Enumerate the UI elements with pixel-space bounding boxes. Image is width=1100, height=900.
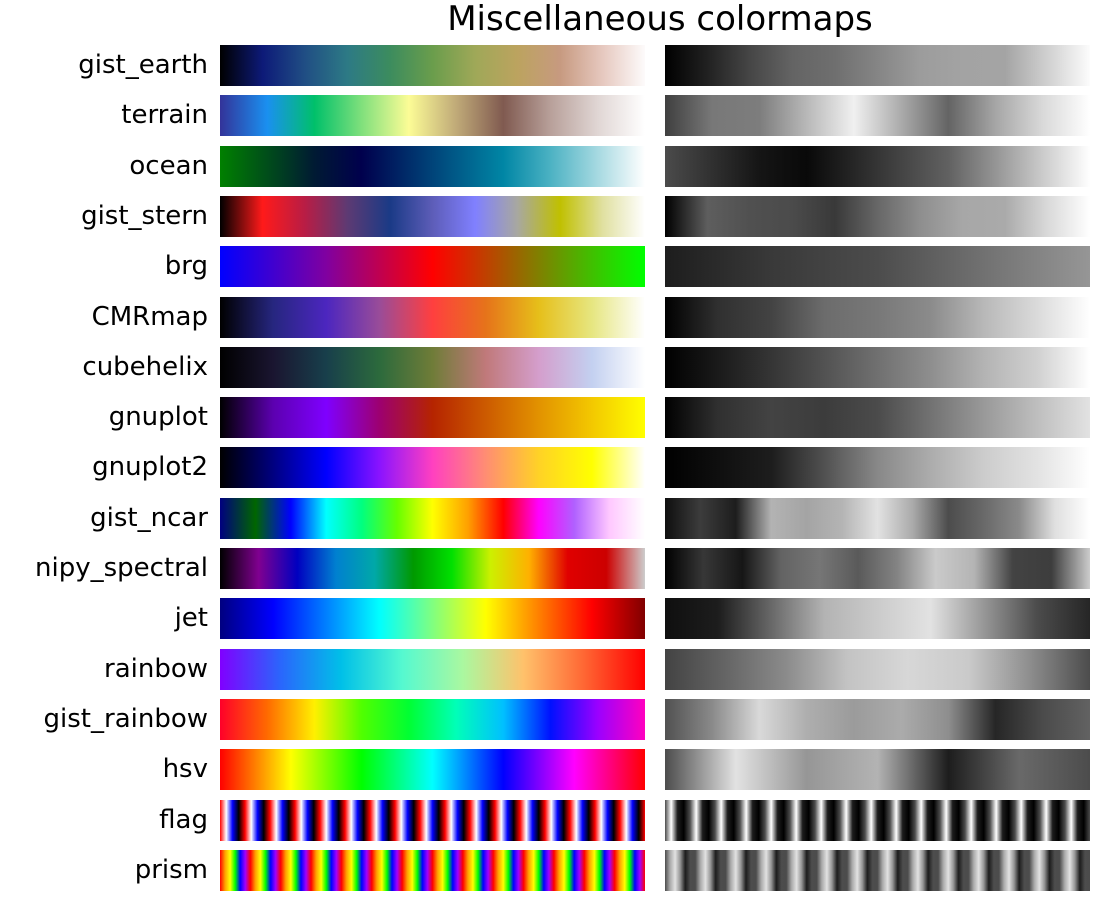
colormap-color-bar [220, 195, 645, 237]
colormap-color-bar [220, 497, 645, 539]
colormap-label: ocean [129, 150, 208, 181]
colormap-label: gist_earth [78, 50, 208, 80]
colormap-row: prism [0, 849, 1100, 891]
colormap-grayscale-bar [665, 45, 1090, 86]
colormap-row: gist_earth [0, 45, 1100, 86]
colormap-grayscale-bar [665, 346, 1090, 388]
colormap-color-bar [220, 95, 645, 137]
colormap-grayscale-bar [665, 95, 1090, 137]
colormap-row: flag [0, 799, 1100, 841]
colormap-row: hsv [0, 749, 1100, 791]
colormap-color-bar [220, 598, 645, 640]
colormap-row: terrain [0, 95, 1100, 137]
colormap-row: ocean [0, 145, 1100, 187]
colormap-grayscale-bar [665, 548, 1090, 589]
colormap-label: gnuplot2 [92, 452, 208, 483]
colormap-label: rainbow [104, 653, 208, 684]
colormap-row: rainbow [0, 648, 1100, 690]
colormap-label: terrain [121, 100, 208, 131]
colormap-grayscale-bar [665, 598, 1090, 640]
colormap-row: gist_rainbow [0, 698, 1100, 740]
colormap-label: gist_ncar [90, 502, 208, 533]
colormap-grayscale-bar [665, 397, 1090, 439]
colormap-row: CMRmap [0, 296, 1100, 338]
colormap-row: nipy_spectral [0, 548, 1100, 589]
colormap-label: gist_stern [81, 200, 208, 231]
colormap-color-bar [220, 447, 645, 489]
colormap-label: gist_rainbow [43, 703, 208, 734]
colormap-label: flag [159, 804, 208, 835]
colormap-grayscale-bar [665, 145, 1090, 187]
colormap-row: gnuplot2 [0, 447, 1100, 489]
colormap-grayscale-bar [665, 497, 1090, 539]
colormap-label: brg [164, 251, 208, 282]
colormap-row: gist_ncar [0, 497, 1100, 539]
colormap-color-bar [220, 849, 645, 891]
colormap-row: cubehelix [0, 346, 1100, 388]
colormap-color-bar [220, 246, 645, 288]
colormap-grayscale-bar [665, 296, 1090, 338]
colormap-row: brg [0, 246, 1100, 288]
colormap-label: hsv [162, 754, 208, 785]
colormap-label: prism [134, 854, 208, 885]
colormap-color-bar [220, 346, 645, 388]
colormap-color-bar [220, 548, 645, 589]
colormap-grayscale-bar [665, 195, 1090, 237]
colormap-color-bar [220, 45, 645, 86]
colormap-row: jet [0, 598, 1100, 640]
colormap-color-bar [220, 648, 645, 690]
colormap-grayscale-bar [665, 799, 1090, 841]
colormap-row: gist_stern [0, 195, 1100, 237]
colormap-color-bar [220, 799, 645, 841]
colormap-grayscale-bar [665, 698, 1090, 740]
colormap-grayscale-bar [665, 749, 1090, 791]
colormap-label: cubehelix [82, 351, 208, 382]
colormap-grayscale-bar [665, 246, 1090, 288]
colormap-grayscale-bar [665, 447, 1090, 489]
colormap-grayscale-bar [665, 648, 1090, 690]
colormap-label: CMRmap [91, 301, 208, 332]
colormap-color-bar [220, 296, 645, 338]
chart-title: Miscellaneous colormaps [447, 0, 873, 39]
colormap-label: gnuplot [108, 402, 208, 433]
colormap-label: nipy_spectral [35, 553, 208, 583]
colormap-label: jet [174, 603, 208, 634]
colormap-color-bar [220, 145, 645, 187]
colormap-color-bar [220, 749, 645, 791]
colormap-row: gnuplot [0, 397, 1100, 439]
colormap-color-bar [220, 698, 645, 740]
colormap-color-bar [220, 397, 645, 439]
colormap-grayscale-bar [665, 849, 1090, 891]
